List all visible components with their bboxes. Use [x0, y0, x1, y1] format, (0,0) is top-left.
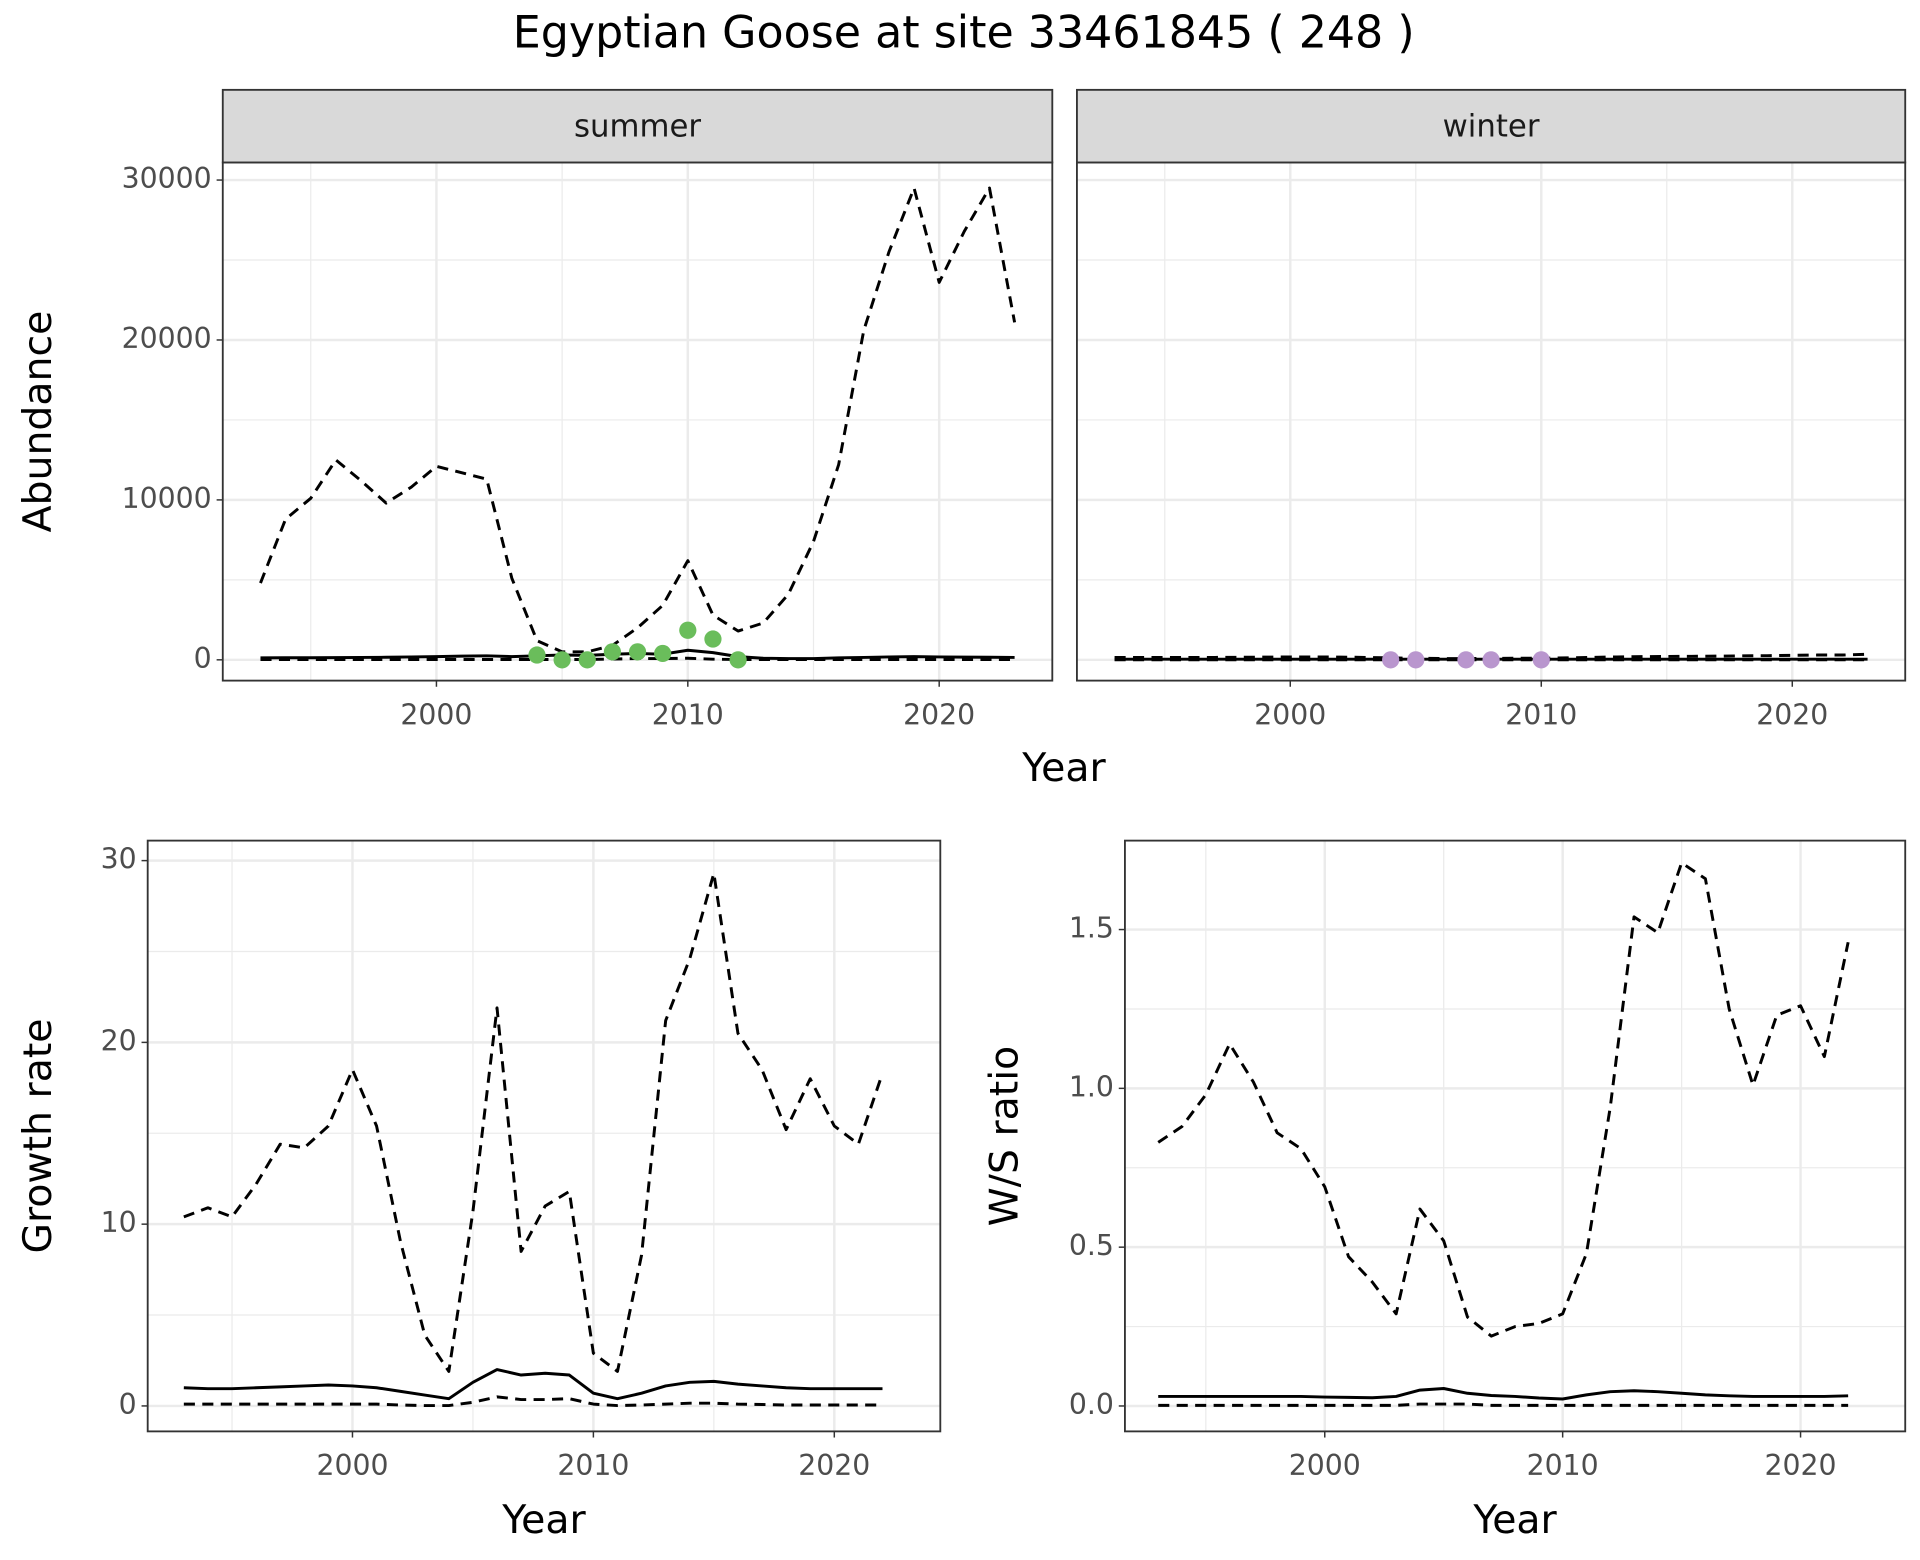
count-point — [1532, 651, 1550, 669]
x-tick-label: 2020 — [798, 1449, 870, 1482]
count-point — [553, 651, 571, 669]
panel-border — [1124, 839, 1907, 1433]
x-tick-label: 2000 — [1289, 1449, 1361, 1482]
count-point — [1407, 651, 1425, 669]
x-tick-label: 2020 — [903, 698, 975, 731]
y-axis-title: Growth rate — [15, 1018, 61, 1253]
y-tick-label: 0.5 — [1069, 1229, 1114, 1262]
interval-line — [259, 186, 1017, 654]
x-tick-label: 2020 — [1765, 1449, 1837, 1482]
y-tick-label: 0 — [119, 1388, 137, 1421]
estimate-line — [1158, 1387, 1849, 1401]
count-point — [528, 646, 546, 664]
y-tick-label: 20 — [101, 1024, 137, 1057]
x-tick-label: 2010 — [1527, 1449, 1599, 1482]
interval-line — [1158, 1402, 1849, 1407]
facet-label: winter — [1443, 108, 1540, 144]
facet-label: summer — [574, 108, 701, 144]
count-point — [729, 651, 747, 669]
y-axis-title: Abundance — [15, 311, 61, 533]
x-tick-label: 2010 — [1505, 698, 1577, 731]
y-tick-label: 0.0 — [1069, 1388, 1114, 1421]
x-tick-label: 2010 — [557, 1449, 629, 1482]
y-tick-label: 10000 — [122, 482, 212, 515]
interval-line — [183, 871, 884, 1373]
panel-border — [146, 839, 942, 1433]
count-point — [1482, 651, 1500, 669]
count-point — [679, 621, 697, 639]
x-axis-title: Year — [1021, 745, 1106, 791]
y-tick-label: 0 — [194, 642, 212, 675]
count-point — [654, 644, 672, 663]
count-point — [628, 643, 647, 661]
count-point — [578, 651, 596, 669]
facet-strip — [1076, 88, 1907, 164]
count-point — [704, 630, 722, 648]
x-tick-label: 2000 — [1254, 698, 1326, 731]
y-tick-label: 10 — [101, 1206, 137, 1239]
count-point — [603, 643, 622, 661]
y-tick-label: 1.5 — [1069, 912, 1114, 945]
y-axis-title: W/S ratio — [981, 1046, 1027, 1227]
chart-title: Egyptian Goose at site 33461845 ( 248 ) — [513, 8, 1415, 59]
x-tick-label: 2000 — [316, 1449, 388, 1482]
interval-line — [183, 1395, 883, 1408]
facet-strip — [221, 88, 1054, 164]
y-tick-label: 1.0 — [1069, 1070, 1114, 1103]
estimate-line — [183, 1368, 883, 1401]
count-point — [1457, 651, 1475, 669]
y-tick-label: 30 — [101, 843, 137, 876]
count-point — [1382, 651, 1400, 669]
x-axis-title: Year — [1472, 1497, 1557, 1543]
x-tick-label: 2000 — [400, 698, 472, 731]
y-tick-label: 30000 — [122, 162, 212, 195]
x-tick-label: 2010 — [652, 698, 724, 731]
y-tick-label: 20000 — [122, 322, 212, 355]
x-tick-label: 2020 — [1756, 698, 1828, 731]
x-axis-title: Year — [501, 1497, 586, 1543]
interval-line — [1157, 861, 1850, 1338]
